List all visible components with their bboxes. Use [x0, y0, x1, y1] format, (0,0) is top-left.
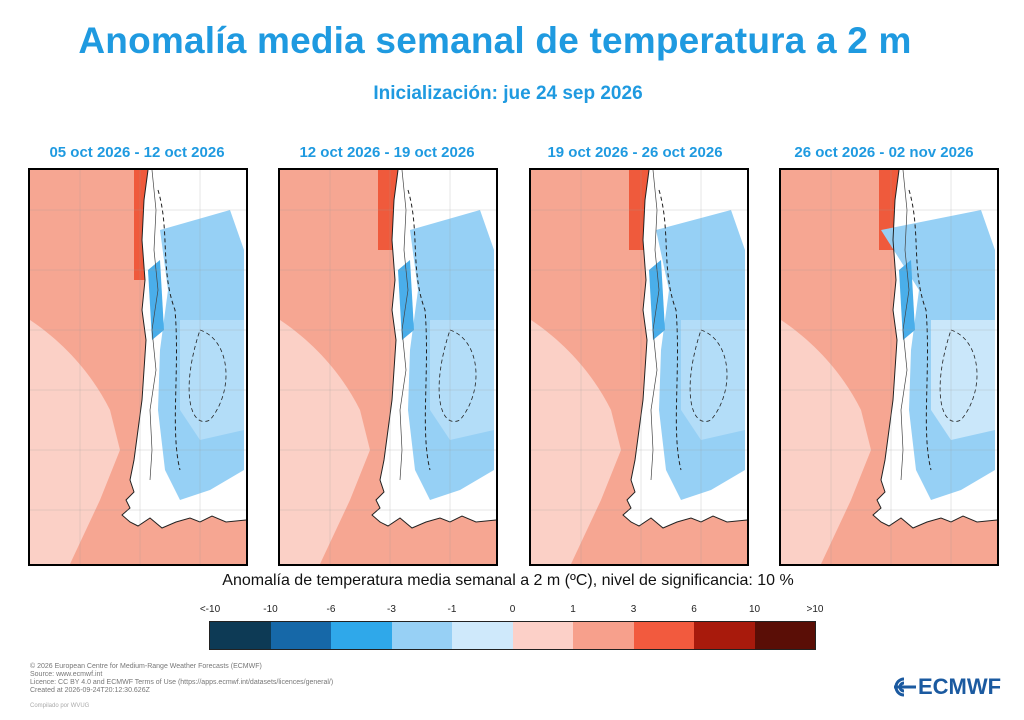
map-panel-3 — [529, 168, 749, 566]
strong-cold-anomaly — [899, 260, 915, 340]
significance-contour — [438, 329, 477, 422]
coastline — [121, 170, 246, 529]
ocean-weak-anomaly — [781, 320, 871, 564]
colorbar-tick-label: -1 — [447, 604, 457, 615]
colorbar-segment — [270, 622, 331, 649]
coastline — [622, 170, 747, 529]
ecmwf-logo: ECMWF — [892, 674, 1001, 700]
ocean-weak-anomaly — [531, 320, 621, 564]
panel-title-1: 05 oct 2026 - 12 oct 2026 — [49, 144, 225, 161]
colorbar-tick-label: >10 — [806, 604, 824, 615]
footer-line: © 2026 European Centre for Medium-Range … — [30, 663, 262, 670]
coastline — [371, 170, 496, 529]
significance-contour — [939, 329, 978, 422]
colorbar-segment — [512, 622, 573, 649]
significance-contour — [908, 189, 932, 471]
colorbar — [209, 621, 816, 650]
ocean-weak-anomaly — [30, 320, 120, 564]
ocean-weak-anomaly — [280, 320, 370, 564]
map-panel-4 — [779, 168, 999, 566]
colorbar-tick-label: -3 — [387, 604, 396, 615]
significance-contour — [157, 189, 181, 471]
colorbar-tick-label: 0 — [509, 604, 516, 615]
weak-cold-anomaly — [681, 320, 745, 440]
strong-cold-anomaly — [398, 260, 414, 340]
legend-title: Anomalía de temperatura media semanal a … — [222, 572, 794, 589]
panel-title-3: 19 oct 2026 - 26 oct 2026 — [547, 144, 723, 161]
colorbar-segment — [754, 622, 815, 649]
colorbar-segment — [210, 622, 271, 649]
weak-cold-anomaly — [931, 320, 995, 440]
significance-contour — [188, 329, 227, 422]
ecmwf-logo-icon — [894, 677, 916, 697]
strong-cold-anomaly — [649, 260, 665, 340]
ecmwf-logo-text: ECMWF — [918, 674, 1002, 699]
footer-line: Source: www.ecmwf.int — [30, 671, 103, 678]
footer-line: Licence: CC BY 4.0 and ECMWF Terms of Us… — [30, 679, 334, 686]
copyright-footer: © 2026 European Centre for Medium-Range … — [30, 663, 333, 695]
colorbar-segment — [331, 622, 392, 649]
colorbar-tick-label: -10 — [263, 604, 278, 615]
panel-title-4: 26 oct 2026 - 02 nov 2026 — [794, 144, 974, 161]
colorbar-segment — [694, 622, 755, 649]
colorbar-segment — [391, 622, 452, 649]
weak-cold-anomaly — [430, 320, 494, 440]
colorbar-tick-label: 3 — [630, 604, 637, 615]
footer-line: Created at 2026-09-24T20:12:30.626Z — [30, 687, 150, 694]
significance-contour — [689, 329, 728, 422]
page-title: Anomalía media semanal de temperatura a … — [78, 20, 912, 61]
significance-contour — [658, 189, 682, 471]
colorbar-tick-label: -6 — [326, 604, 336, 615]
colorbar-segment — [452, 622, 513, 649]
colorbar-tick-label: <-10 — [199, 604, 221, 615]
coastline — [872, 170, 997, 529]
panel-title-2: 12 oct 2026 - 19 oct 2026 — [299, 144, 475, 161]
compiled-credit: Compilado por WVUG — [30, 703, 90, 709]
initialization-subtitle: Inicialización: jue 24 sep 2026 — [373, 83, 643, 104]
significance-contour — [407, 189, 431, 471]
map-panel-1 — [28, 168, 248, 566]
weak-cold-anomaly — [180, 320, 244, 440]
colorbar-tick-label: 1 — [570, 604, 576, 615]
colorbar-segment — [633, 622, 694, 649]
map-panel-2 — [278, 168, 498, 566]
colorbar-tick-label: 6 — [691, 604, 697, 615]
colorbar-segment — [573, 622, 634, 649]
strong-cold-anomaly — [148, 260, 164, 340]
colorbar-tick-label: 10 — [748, 604, 761, 615]
